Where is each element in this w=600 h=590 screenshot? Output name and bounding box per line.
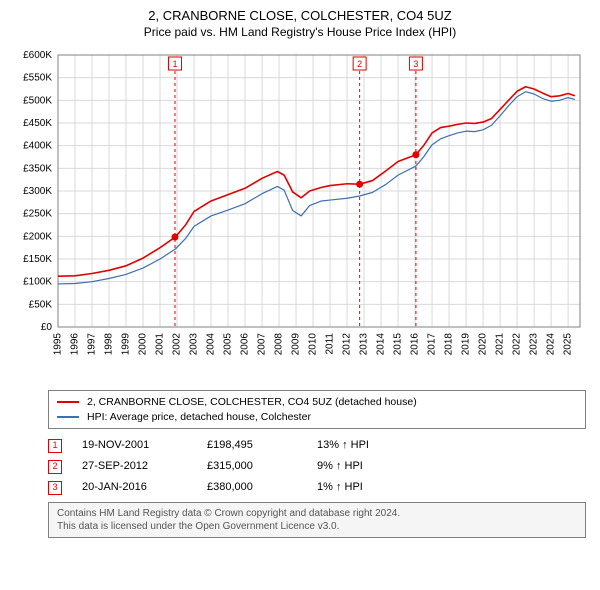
- transaction-date: 19-NOV-2001: [82, 435, 187, 456]
- svg-text:3: 3: [413, 59, 418, 69]
- svg-text:1996: 1996: [70, 333, 81, 356]
- transaction-row: 1 19-NOV-2001 £198,495 13% ↑ HPI: [48, 435, 586, 456]
- page-subtitle: Price paid vs. HM Land Registry's House …: [10, 25, 590, 39]
- transactions-table: 1 19-NOV-2001 £198,495 13% ↑ HPI 2 27-SEP-201…: [48, 435, 586, 498]
- footer-line-2: This data is licensed under the Open Gov…: [57, 520, 577, 533]
- transaction-price: £315,000: [207, 456, 297, 477]
- svg-text:2017: 2017: [427, 333, 438, 356]
- svg-text:2014: 2014: [376, 333, 387, 356]
- svg-text:£0: £0: [41, 322, 53, 333]
- svg-text:£200K: £200K: [23, 231, 52, 242]
- svg-text:2000: 2000: [138, 333, 149, 356]
- svg-text:2013: 2013: [359, 333, 370, 356]
- svg-text:2022: 2022: [512, 333, 523, 356]
- svg-text:2002: 2002: [172, 333, 183, 356]
- footer-line-1: Contains HM Land Registry data © Crown c…: [57, 507, 577, 520]
- transaction-diff: 9% ↑ HPI: [317, 456, 363, 477]
- transaction-diff: 1% ↑ HPI: [317, 477, 363, 498]
- svg-text:£400K: £400K: [23, 141, 52, 152]
- svg-text:£250K: £250K: [23, 209, 52, 220]
- legend-item: HPI: Average price, detached house, Colc…: [57, 410, 577, 425]
- price-chart: £0 £50K £100K £150K £200K £250K £300K £350K £400…: [10, 45, 590, 380]
- svg-text:1998: 1998: [104, 333, 115, 356]
- legend-item: 2, CRANBORNE CLOSE, COLCHESTER, CO4 5UZ …: [57, 395, 577, 410]
- transaction-price: £380,000: [207, 477, 297, 498]
- svg-text:£350K: £350K: [23, 163, 52, 174]
- legend-label: HPI: Average price, detached house, Colc…: [87, 410, 311, 425]
- transaction-date: 20-JAN-2016: [82, 477, 187, 498]
- svg-text:£450K: £450K: [23, 118, 52, 129]
- transaction-diff: 13% ↑ HPI: [317, 435, 369, 456]
- svg-text:2005: 2005: [223, 333, 234, 356]
- svg-text:2019: 2019: [461, 333, 472, 356]
- svg-text:£550K: £550K: [23, 73, 52, 84]
- transaction-price: £198,495: [207, 435, 297, 456]
- svg-text:2012: 2012: [342, 333, 353, 356]
- svg-text:2020: 2020: [478, 333, 489, 356]
- svg-text:£100K: £100K: [23, 277, 52, 288]
- svg-text:2004: 2004: [206, 333, 217, 356]
- svg-text:2001: 2001: [155, 333, 166, 356]
- transaction-marker: 1: [48, 439, 62, 453]
- svg-text:1997: 1997: [87, 333, 98, 356]
- svg-text:£300K: £300K: [23, 186, 52, 197]
- svg-text:1: 1: [172, 59, 177, 69]
- svg-text:2024: 2024: [546, 333, 557, 356]
- series-hpi: [58, 92, 575, 284]
- svg-text:1999: 1999: [121, 333, 132, 356]
- svg-text:2015: 2015: [393, 333, 404, 356]
- svg-text:2016: 2016: [410, 333, 421, 356]
- svg-text:2011: 2011: [325, 333, 336, 355]
- page-title: 2, CRANBORNE CLOSE, COLCHESTER, CO4 5UZ: [10, 8, 590, 23]
- transaction-row: 3 20-JAN-2016 £380,000 1% ↑ HPI: [48, 477, 586, 498]
- transaction-marker: 2: [48, 460, 62, 474]
- svg-text:2008: 2008: [274, 333, 285, 356]
- svg-text:1995: 1995: [53, 333, 64, 356]
- svg-text:2007: 2007: [257, 333, 268, 356]
- svg-text:2025: 2025: [563, 333, 574, 356]
- legend-swatch: [57, 401, 79, 403]
- svg-text:2009: 2009: [291, 333, 302, 356]
- svg-text:2018: 2018: [444, 333, 455, 356]
- legend: 2, CRANBORNE CLOSE, COLCHESTER, CO4 5UZ …: [48, 390, 586, 429]
- transaction-marker: 3: [48, 481, 62, 495]
- footer-attribution: Contains HM Land Registry data © Crown c…: [48, 502, 586, 538]
- svg-text:2010: 2010: [308, 333, 319, 356]
- svg-text:2: 2: [357, 59, 362, 69]
- svg-text:£600K: £600K: [23, 50, 52, 61]
- svg-text:£150K: £150K: [23, 254, 52, 265]
- svg-text:2023: 2023: [529, 333, 540, 356]
- svg-text:2003: 2003: [189, 333, 200, 356]
- transaction-date: 27-SEP-2012: [82, 456, 187, 477]
- svg-text:2021: 2021: [495, 333, 506, 356]
- transaction-row: 2 27-SEP-2012 £315,000 9% ↑ HPI: [48, 456, 586, 477]
- series-price_paid: [58, 87, 575, 276]
- svg-text:£50K: £50K: [29, 299, 53, 310]
- svg-text:£500K: £500K: [23, 95, 52, 106]
- legend-label: 2, CRANBORNE CLOSE, COLCHESTER, CO4 5UZ …: [87, 395, 417, 410]
- svg-text:2006: 2006: [240, 333, 251, 356]
- legend-swatch: [57, 416, 79, 418]
